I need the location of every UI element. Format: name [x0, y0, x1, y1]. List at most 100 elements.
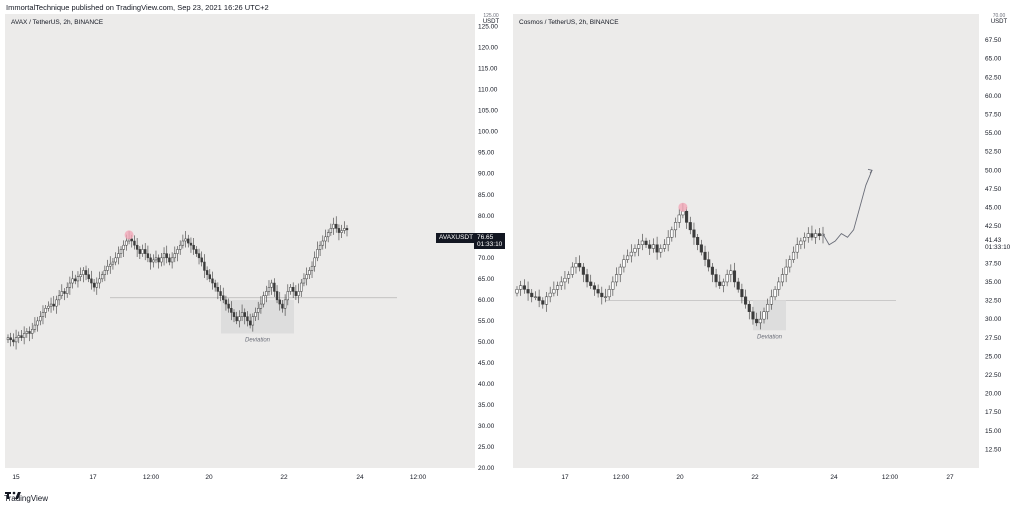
candle-body [515, 289, 519, 294]
x-tick-label: 12:00 [882, 474, 899, 481]
y-tick-label: 32.50 [985, 298, 1002, 305]
candle-body [181, 240, 185, 246]
candle-body [211, 278, 214, 284]
y-tick-label: 25.00 [985, 353, 1002, 360]
x-tick-label: 22 [280, 474, 288, 481]
y-tick-label: 57.50 [985, 111, 1002, 118]
candle-body [559, 281, 563, 286]
candle-body [814, 233, 818, 238]
candle-body [740, 289, 744, 298]
candle-body [321, 240, 324, 246]
candle-body [146, 253, 150, 259]
candle-body [537, 296, 541, 301]
candle-body [55, 299, 58, 307]
y-tick-label: 50.00 [478, 339, 495, 346]
y-tick-label: 65.00 [478, 276, 495, 283]
candle-body [670, 229, 674, 238]
candle-body [294, 291, 298, 296]
candle-body [17, 335, 20, 338]
candle-body [28, 331, 31, 334]
candle-body [289, 286, 292, 292]
candle-body [254, 312, 257, 317]
candle-body [25, 331, 29, 334]
y-tick-labels: 67.50 65.00 62.50 60.00 57.50 55.00 52.50 50.00… [985, 37, 1002, 453]
candle-body [637, 244, 641, 249]
y-tick-label: 12.50 [985, 446, 1002, 453]
candle-body [692, 229, 696, 238]
candle-body [544, 296, 549, 305]
candle-body [133, 240, 136, 246]
candle-body [696, 237, 700, 245]
last-price: 41.43 [985, 237, 1002, 244]
candlestick-chart: Deviation [515, 168, 896, 340]
candle-body [329, 228, 333, 233]
candle-body [119, 249, 123, 254]
candle-body [563, 277, 567, 283]
candle-body [622, 259, 626, 268]
candle-body [275, 291, 279, 301]
candle-body [22, 333, 26, 338]
y-tick-label: 50.00 [985, 167, 1002, 174]
y-tick-label: 95.00 [478, 150, 495, 157]
tradingview-footer[interactable]: TradingView [4, 491, 48, 505]
candle-body [114, 257, 117, 263]
candle-body [803, 237, 807, 242]
candle-body [12, 339, 15, 343]
candle-body [784, 266, 788, 275]
candle-body [640, 240, 644, 245]
candle-body [766, 304, 770, 312]
candle-body [265, 291, 268, 296]
deviation-box [753, 300, 786, 331]
candle-body [633, 248, 637, 253]
plot-area[interactable]: AVAX / TetherUS, 2h, BINANCE Deviation [5, 14, 475, 468]
candle-body [235, 316, 238, 322]
x-tick-label: 12:00 [143, 474, 160, 481]
candle-body [154, 257, 158, 261]
candle-body [144, 249, 147, 254]
candle-body [87, 274, 90, 280]
y-tick-label: 20.00 [478, 465, 495, 472]
x-tick-label: 22 [751, 474, 759, 481]
candle-body [703, 251, 707, 260]
candle-body [626, 255, 630, 260]
candle-body [98, 278, 101, 284]
candle-body [340, 230, 343, 233]
candle-body [688, 222, 692, 231]
candle-body [92, 282, 96, 288]
symbol-label: AVAX / TetherUS, 2h, BINANCE [11, 19, 104, 26]
candle-body [795, 244, 799, 253]
candle-body [699, 244, 703, 253]
candle-body [744, 296, 748, 305]
y-tick-label: 22.50 [985, 372, 1002, 379]
x-tick-label: 27 [946, 474, 954, 481]
y-tick-label: 15.00 [985, 428, 1002, 435]
candle-body [205, 270, 209, 275]
y-tick-label: 17.50 [985, 409, 1002, 416]
candle-body [736, 281, 740, 290]
time-axis[interactable]: 17 12:00 20 22 24 12:00 27 [513, 468, 979, 486]
candle-body [157, 257, 160, 263]
candle-body [230, 308, 233, 313]
plot-area[interactable]: Cosmos / TetherUS, 2h, BINANCE Deviation [513, 14, 979, 468]
candle-body [41, 312, 45, 317]
candle-body [286, 291, 290, 301]
candle-body [168, 257, 171, 263]
candle-body [648, 244, 652, 249]
candle-body [567, 274, 571, 279]
bar-countdown: 01:33:10 [985, 244, 1011, 251]
candle-body [710, 266, 714, 275]
x-tick-label: 24 [356, 474, 364, 481]
candle-body [799, 240, 803, 245]
candle-body [278, 299, 281, 305]
x-tick-label: 20 [205, 474, 213, 481]
candle-body [578, 263, 582, 268]
time-axis[interactable]: 15 17 12:00 20 22 24 12:00 [5, 468, 475, 486]
x-tick-label: 17 [561, 474, 569, 481]
candle-body [160, 257, 163, 263]
y-tick-label: 27.50 [985, 335, 1002, 342]
x-tick-labels: 17 12:00 20 22 24 12:00 27 [561, 474, 954, 481]
currency-unit: USDT [482, 19, 500, 25]
x-tick-label: 17 [89, 474, 97, 481]
candle-body [574, 263, 578, 268]
candle-body [291, 286, 295, 292]
